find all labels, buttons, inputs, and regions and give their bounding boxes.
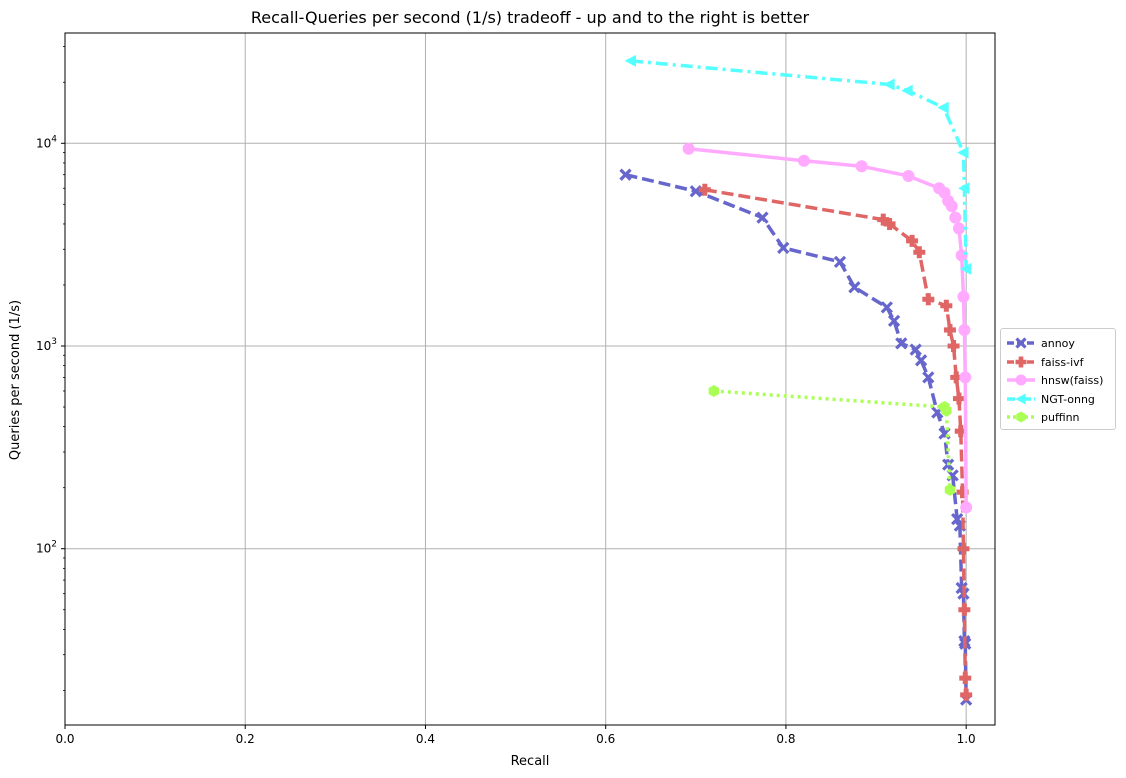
data-point	[922, 371, 935, 384]
legend-label: puffinn	[1041, 411, 1080, 424]
data-point	[943, 323, 956, 336]
data-point	[922, 293, 935, 306]
data-point	[619, 168, 632, 181]
data-point	[952, 222, 965, 235]
data-point	[950, 371, 963, 384]
data-point	[902, 169, 915, 182]
data-point	[682, 142, 695, 155]
data-point	[949, 211, 962, 224]
y-axis-ticks: 102 103 104	[36, 134, 65, 556]
data-point	[951, 512, 964, 526]
plot-frame	[64, 32, 996, 726]
data-point	[901, 84, 913, 97]
data-point	[958, 182, 970, 195]
grid-lines	[64, 33, 995, 725]
data-point	[797, 154, 810, 167]
legend-label: NGT-onng	[1041, 392, 1095, 406]
data-point	[855, 160, 868, 173]
data-point	[895, 337, 908, 350]
series-ngt-onng	[624, 54, 972, 275]
legend-swatch	[1007, 374, 1035, 386]
data-point	[848, 281, 861, 294]
data-point	[777, 241, 790, 254]
series-puffinn	[708, 384, 956, 496]
x-axis-label: Recall	[511, 754, 550, 769]
legend-item: puffinn	[1001, 409, 1117, 427]
series-layer	[619, 54, 973, 706]
data-point	[883, 78, 895, 91]
data-point	[914, 354, 928, 367]
legend-item: NGT-onng	[1001, 391, 1117, 409]
data-point	[958, 603, 971, 616]
y-tick-label: 104	[36, 134, 57, 150]
y-axis-label: Queries per second (1/s)	[8, 300, 23, 460]
data-point	[954, 425, 967, 438]
data-point	[959, 262, 972, 275]
data-point	[947, 339, 960, 352]
data-point	[833, 255, 847, 269]
data-point	[955, 249, 968, 262]
data-point	[880, 301, 893, 314]
data-point	[624, 54, 637, 67]
legend-item: hnsw(faiss)	[1001, 372, 1117, 390]
data-point	[708, 384, 720, 397]
legend-swatch	[1007, 356, 1035, 367]
legend-label: hnsw(faiss)	[1041, 374, 1104, 387]
data-point	[940, 299, 953, 312]
legend-item: annoy	[1001, 335, 1117, 353]
data-point	[756, 211, 769, 224]
y-tick-label: 102	[36, 540, 57, 556]
x-tick-label: 1.0	[957, 732, 976, 746]
legend-swatch	[1007, 411, 1035, 423]
legend-item: faiss-ivf	[1001, 354, 1117, 372]
series-line	[704, 188, 968, 696]
data-point	[945, 200, 958, 213]
data-point	[883, 217, 896, 230]
series-line	[713, 389, 952, 490]
data-point	[877, 213, 890, 226]
x-tick-label: 0.6	[596, 732, 615, 746]
legend-label: annoy	[1041, 337, 1075, 350]
x-tick-label: 0.2	[236, 732, 255, 746]
data-point	[952, 392, 965, 405]
data-point	[959, 672, 972, 685]
data-point	[913, 246, 926, 259]
x-tick-label: 0.4	[416, 732, 435, 746]
chart-title: Recall-Queries per second (1/s) tradeoff…	[251, 8, 810, 27]
series-line	[688, 146, 968, 508]
data-point	[906, 234, 919, 247]
data-point	[937, 101, 949, 114]
data-point	[958, 323, 971, 336]
data-point	[960, 688, 973, 701]
legend-swatch	[1007, 337, 1035, 349]
legend: annoy faiss-ivf hnsw(faiss) NGT-onng puffinn	[1000, 328, 1116, 430]
data-point	[698, 183, 711, 196]
data-point	[957, 290, 970, 303]
data-point	[909, 343, 922, 356]
data-point	[960, 501, 973, 514]
data-point	[957, 542, 970, 555]
data-point	[887, 314, 901, 328]
series-line	[630, 59, 968, 269]
data-point	[959, 371, 972, 384]
series-faiss-ivf	[698, 183, 973, 701]
data-point	[957, 146, 969, 159]
y-tick-label: 103	[36, 337, 57, 353]
series-hnsw-faiss-	[682, 142, 973, 514]
data-point	[956, 486, 969, 499]
x-tick-label: 0.0	[55, 732, 74, 746]
legend-label: faiss-ivf	[1041, 355, 1084, 369]
x-axis-ticks: 0.0 0.2 0.4 0.6 0.8 1.0	[55, 725, 976, 746]
legend-swatch	[1007, 393, 1035, 404]
data-point	[944, 483, 956, 496]
x-tick-label: 0.8	[776, 732, 795, 746]
data-point	[941, 404, 952, 417]
